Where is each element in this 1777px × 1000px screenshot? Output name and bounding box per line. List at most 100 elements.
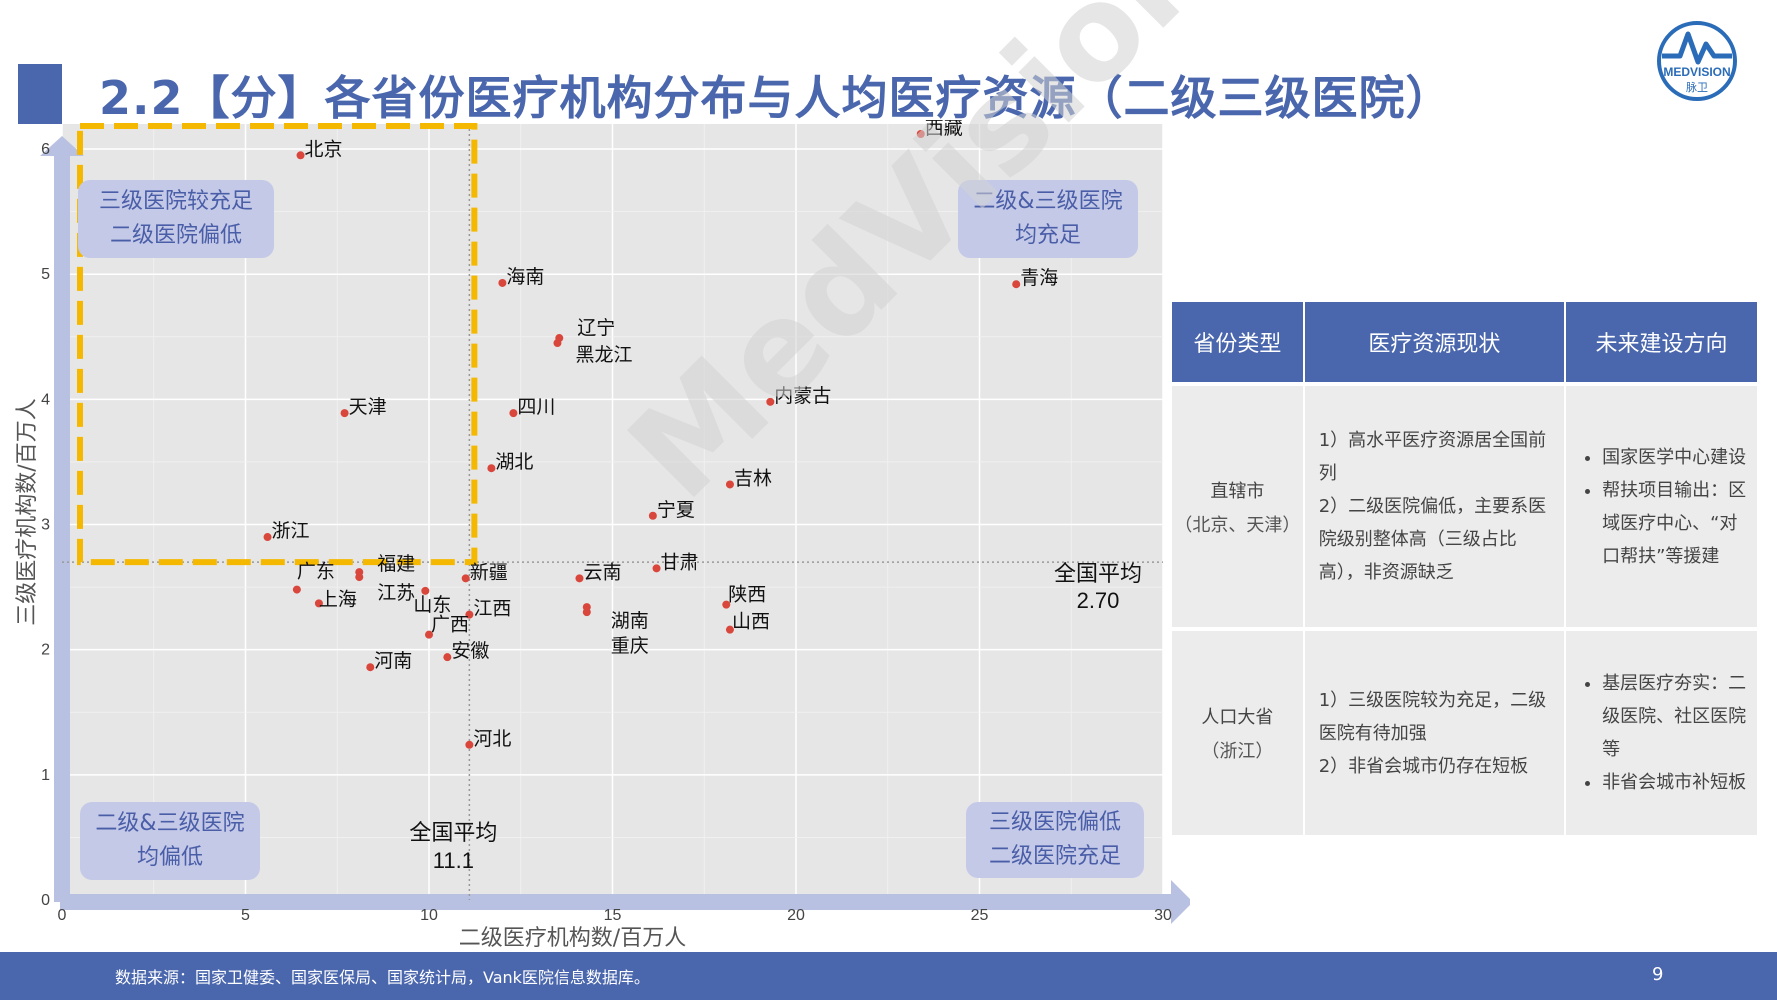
point-label: 浙江 <box>272 520 310 542</box>
data-point <box>366 663 375 672</box>
quadrant-bottom-right-line2: 二级医院充足 <box>988 844 1121 869</box>
row-type-cell: 直辖市 （北京、天津） <box>1172 382 1305 629</box>
point-label: 海南 <box>506 266 544 288</box>
point-label: 山东 <box>413 594 451 616</box>
data-point <box>443 653 452 662</box>
data-point <box>725 480 734 489</box>
point-label: 安徽 <box>451 640 489 662</box>
data-point <box>498 278 507 287</box>
y-axis-label: 三级医疗机构数/百万人 <box>15 398 40 625</box>
quadrant-bottom-left: 二级&三级医院 均偏低 <box>80 802 260 880</box>
title-accent-bar <box>18 64 62 124</box>
page-number: 9 <box>1652 964 1664 985</box>
point-label: 江西 <box>473 598 511 620</box>
data-point <box>916 130 925 139</box>
point-label: 山西 <box>732 611 770 633</box>
avg-y-value: 2.70 <box>1077 588 1120 613</box>
direction-item: 非省会城市补短板 <box>1602 766 1747 799</box>
quadrant-top-right-line2: 均充足 <box>1014 223 1081 248</box>
data-point <box>292 585 301 594</box>
point-label: 西藏 <box>925 120 963 139</box>
quadrant-bottom-left-line2: 均偏低 <box>136 845 203 870</box>
direction-item: 帮扶项目输出：区域医疗中心、“对口帮扶”等援建 <box>1602 474 1747 573</box>
y-tick-label: 2 <box>41 642 50 659</box>
scatter-chart: 0 5 10 15 20 25 30 0 1 2 3 4 5 6 二级医疗机构数/百万人 三级医疗机构数/百万… <box>15 120 1190 951</box>
table-header-row: 省份类型 医疗资源现状 未来建设方向 <box>1172 302 1759 384</box>
header-status: 医疗资源现状 <box>1303 302 1567 384</box>
data-point <box>652 564 661 573</box>
highlight-dashed-box <box>77 123 478 566</box>
point-label: 云南 <box>583 561 621 583</box>
point-label: 新疆 <box>470 561 508 583</box>
y-tick-label: 0 <box>41 892 50 909</box>
data-point <box>355 573 364 582</box>
x-tick-label: 25 <box>971 907 989 924</box>
svg-text:脉卫: 脉卫 <box>1686 80 1708 94</box>
data-point <box>648 511 657 520</box>
table-row: 人口大省 （浙江） 1）三级医院较为充足，二级医院有待加强 2）非省会城市仍存在… <box>1172 627 1759 835</box>
point-label: 湖南 <box>611 610 649 632</box>
row-type-cell: 人口大省 （浙江） <box>1172 627 1305 835</box>
svg-text:MEDVISION: MEDVISION <box>1663 65 1730 79</box>
point-label: 内蒙古 <box>774 385 831 407</box>
status-item: 1）三级医院较为充足，二级医院有待加强 <box>1318 689 1547 744</box>
data-point <box>340 409 349 418</box>
direction-item: 基层医疗夯实：二级医院、社区医院等 <box>1602 667 1747 766</box>
data-point <box>296 151 305 160</box>
y-tick-label: 1 <box>41 767 50 784</box>
x-tick-label: 30 <box>1154 907 1172 924</box>
x-tick-label: 5 <box>241 907 250 924</box>
y-axis-arrow <box>40 136 84 902</box>
y-tick-label: 4 <box>41 391 50 408</box>
point-label: 甘肃 <box>661 551 699 573</box>
x-tick-label: 10 <box>420 907 438 924</box>
point-label: 北京 <box>305 138 343 160</box>
quadrant-bottom-right: 三级医院偏低 二级医院充足 <box>966 802 1144 878</box>
y-tick-label: 5 <box>41 266 50 283</box>
data-point <box>766 397 775 406</box>
point-label: 广西 <box>431 614 469 636</box>
status-item: 1）高水平医疗资源居全国前列 <box>1318 430 1547 484</box>
row-status-cell: 1）三级医院较为充足，二级医院有待加强 2）非省会城市仍存在短板 <box>1303 627 1567 835</box>
data-point <box>725 625 734 634</box>
point-label: 河南 <box>374 650 412 672</box>
point-label: 重庆 <box>611 635 649 657</box>
data-point <box>421 586 430 595</box>
data-point <box>465 610 474 619</box>
quadrant-top-left: 三级医院较充足 二级医院偏低 <box>78 180 274 258</box>
avg-x-label: 全国平均 <box>409 821 497 846</box>
point-label: 宁夏 <box>657 499 695 521</box>
quadrant-top-right-line1: 二级&三级医院 <box>973 189 1123 214</box>
point-label: 黑龙江 <box>575 344 632 366</box>
point-label: 青海 <box>1020 267 1058 289</box>
data-point <box>314 599 323 608</box>
point-label: 上海 <box>319 588 357 610</box>
point-label: 陕西 <box>728 584 766 606</box>
status-item: 2）二级医院偏低，主要系医院级别整体高（三级占比高），非资源缺乏 <box>1318 496 1547 583</box>
data-point <box>487 464 496 473</box>
data-point <box>461 574 470 583</box>
row-type: 人口大省 <box>1201 707 1274 728</box>
data-point <box>553 339 562 348</box>
quadrant-bottom-left-line1: 二级&三级医院 <box>95 811 245 836</box>
data-point <box>425 630 433 639</box>
data-point <box>465 740 474 749</box>
row-status-cell: 1）高水平医疗资源居全国前列 2）二级医院偏低，主要系医院级别整体高（三级占比高… <box>1303 382 1567 629</box>
point-label: 广东 <box>297 561 335 583</box>
table-row: 直辖市 （北京、天津） 1）高水平医疗资源居全国前列 2）二级医院偏低，主要系医… <box>1172 382 1759 629</box>
x-tick-label: 15 <box>604 907 622 924</box>
x-tick-label: 0 <box>58 907 67 924</box>
data-point <box>509 409 518 418</box>
medvision-logo: MEDVISION 脉卫 <box>1657 21 1737 101</box>
quadrant-bottom-right-line1: 三级医院偏低 <box>988 810 1121 835</box>
row-type-sub: （北京、天津） <box>1174 514 1301 536</box>
data-point <box>582 608 591 617</box>
header-type: 省份类型 <box>1172 302 1305 384</box>
page-title: 2.2【分】各省份医疗机构分布与人均医疗资源（二级三级医院） <box>99 71 1453 125</box>
data-point <box>722 600 731 609</box>
x-axis-arrow <box>60 880 1190 924</box>
point-label: 江苏 <box>377 582 415 604</box>
status-item: 2）非省会城市仍存在短板 <box>1318 755 1529 777</box>
row-type-sub: （浙江） <box>1201 741 1274 762</box>
info-table: 省份类型 医疗资源现状 未来建设方向 直辖市 （北京、天津） 1）高水平医疗资源… <box>1172 302 1759 835</box>
